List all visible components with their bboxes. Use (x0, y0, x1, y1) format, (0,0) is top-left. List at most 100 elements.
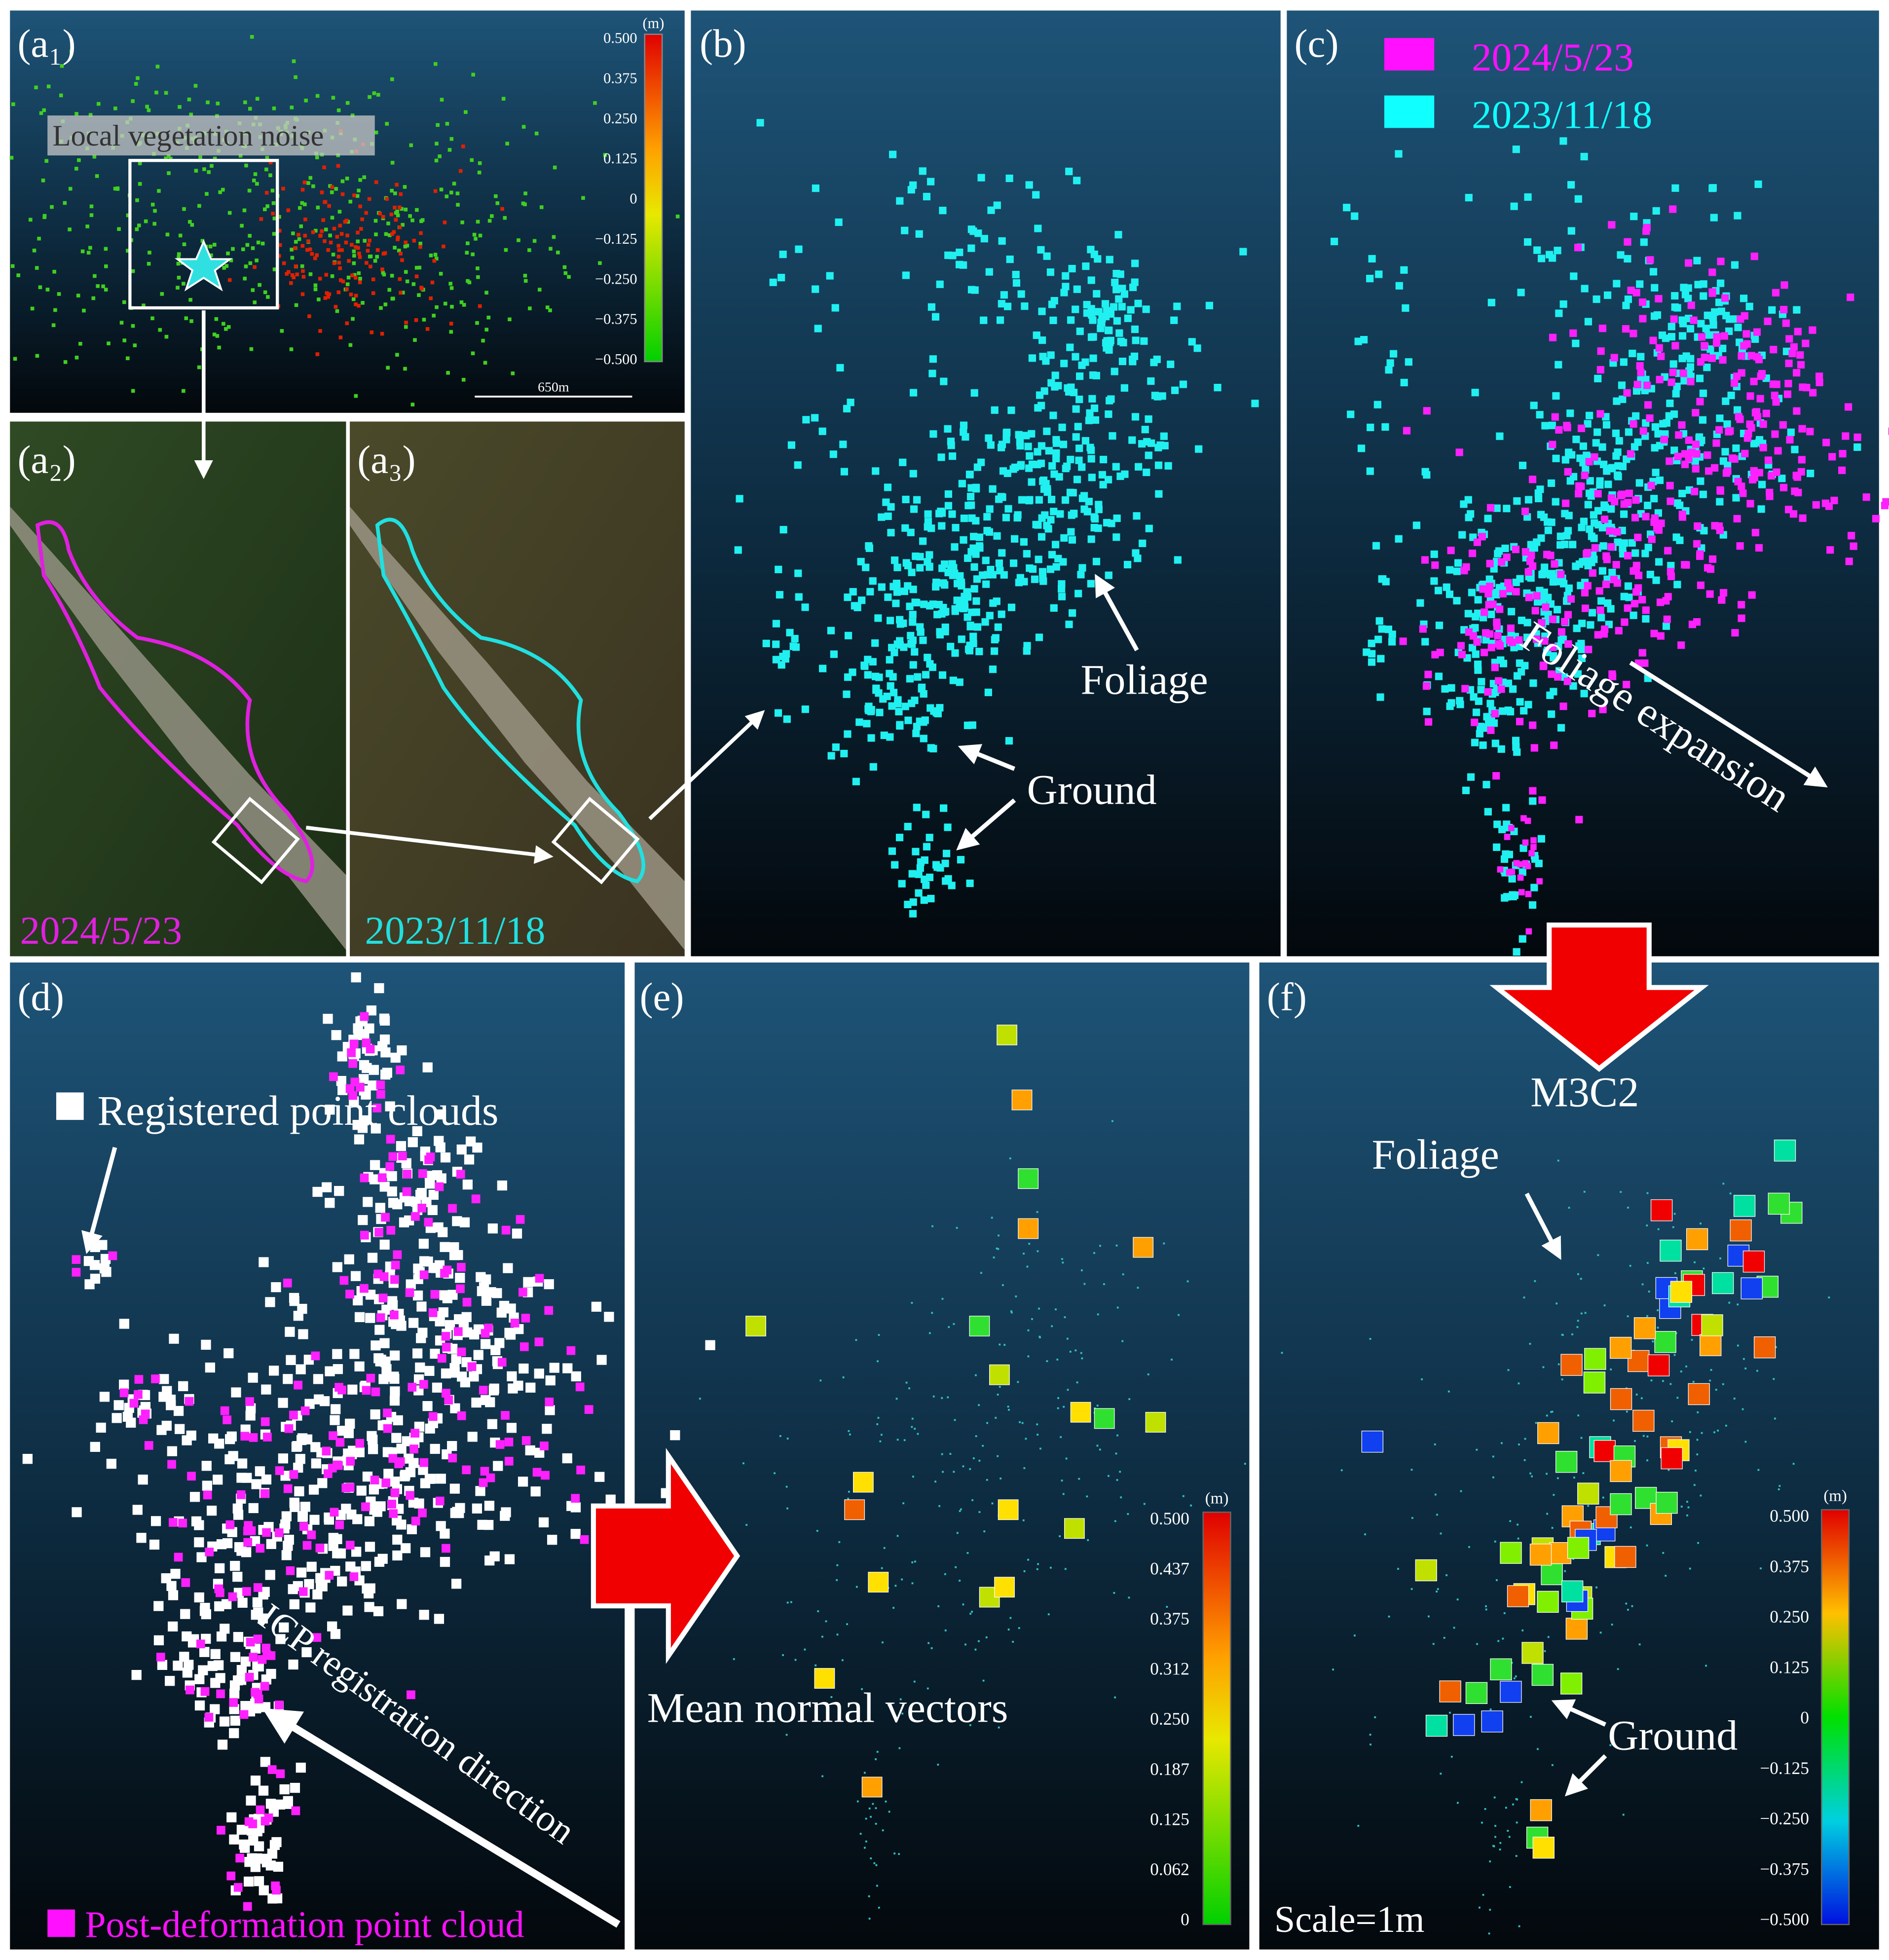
point (1123, 560, 1132, 569)
point (389, 1396, 400, 1406)
point (377, 1041, 388, 1051)
point (965, 470, 974, 479)
point (1638, 298, 1647, 306)
point (472, 232, 477, 237)
point (457, 1411, 466, 1420)
point (1586, 525, 1593, 533)
point (1624, 255, 1631, 263)
point (265, 1799, 276, 1809)
point (244, 163, 248, 168)
point (1787, 428, 1795, 436)
point (991, 635, 999, 644)
point (1557, 628, 1566, 636)
point (521, 1436, 531, 1445)
point (1105, 571, 1112, 579)
point (1173, 302, 1181, 310)
point (457, 1262, 466, 1272)
point (576, 1465, 585, 1475)
point (1744, 1441, 1747, 1443)
point (444, 194, 449, 198)
point (1599, 705, 1607, 713)
point (341, 1504, 351, 1514)
point (598, 261, 602, 265)
point (1478, 533, 1486, 541)
point (433, 253, 438, 257)
point (129, 1399, 139, 1408)
panel-label: (f) (1267, 974, 1307, 1019)
point (354, 276, 358, 280)
point (1559, 703, 1567, 710)
point (936, 280, 944, 288)
point (1549, 643, 1557, 651)
point (345, 177, 349, 181)
point (1497, 1640, 1500, 1642)
point (312, 1589, 323, 1600)
point (1797, 361, 1805, 369)
point (1037, 442, 1046, 450)
point (899, 458, 907, 466)
normal-square (1133, 1237, 1154, 1258)
point (960, 421, 968, 429)
point (306, 1561, 317, 1572)
point (1519, 868, 1526, 876)
point (991, 1217, 993, 1219)
normal-square (1500, 1681, 1522, 1703)
point (1779, 421, 1787, 429)
point (1112, 533, 1120, 541)
point (1061, 496, 1070, 504)
point (909, 389, 918, 397)
point (999, 1386, 1001, 1388)
point (964, 502, 972, 510)
point (939, 207, 947, 215)
point (295, 1454, 305, 1464)
point (1727, 391, 1735, 400)
point (460, 220, 464, 224)
point (1628, 539, 1636, 547)
point (412, 1126, 422, 1137)
point (1581, 604, 1590, 612)
point (381, 215, 385, 219)
point (964, 554, 972, 562)
point (341, 279, 345, 284)
point (1597, 597, 1605, 605)
point (1504, 579, 1512, 587)
point (928, 1332, 931, 1334)
point (857, 557, 865, 566)
point (1000, 571, 1008, 579)
point (308, 1484, 319, 1495)
point (547, 1535, 557, 1545)
point (895, 1398, 898, 1400)
point (1648, 535, 1656, 543)
point (345, 233, 349, 238)
point (442, 1389, 450, 1398)
point (1067, 1389, 1069, 1391)
panel-label: (c) (1295, 21, 1339, 66)
point (987, 206, 995, 214)
point (248, 261, 253, 265)
legend-label: Post-deformation point cloud (85, 1904, 524, 1945)
point (985, 268, 993, 276)
point (1712, 439, 1720, 447)
point (233, 1632, 244, 1642)
point (1779, 483, 1788, 491)
point (398, 277, 402, 281)
point (260, 1816, 270, 1826)
point (552, 235, 556, 239)
point (1068, 536, 1076, 544)
point (88, 246, 92, 250)
point (1468, 1546, 1470, 1548)
point (1778, 475, 1786, 482)
point (534, 131, 539, 136)
point (1603, 291, 1612, 299)
point (996, 316, 1004, 324)
point (1087, 276, 1095, 284)
point (920, 896, 928, 904)
point (1524, 863, 1531, 869)
point (500, 207, 504, 211)
point (396, 1141, 407, 1151)
point (951, 649, 959, 657)
point (300, 292, 305, 296)
point (997, 1455, 999, 1457)
point (1751, 335, 1759, 343)
point (966, 493, 975, 501)
